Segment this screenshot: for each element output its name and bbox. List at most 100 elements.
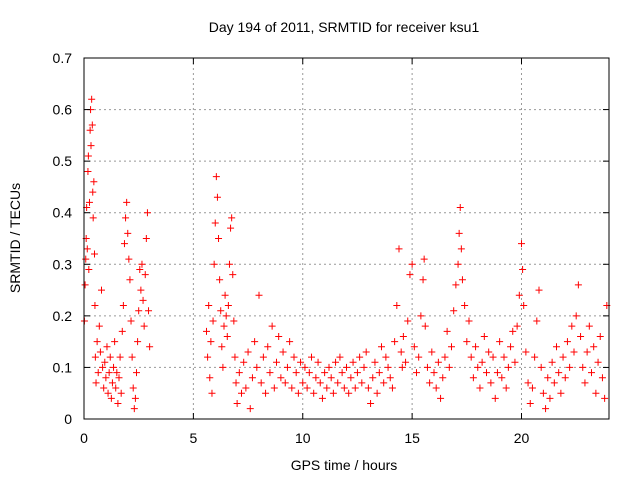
data-point [117,389,125,397]
data-point [445,363,453,371]
data-point [323,384,331,392]
chart-title: Day 194 of 2011, SRMTID for receiver ksu… [209,19,480,35]
data-point [82,255,90,263]
data-point [89,214,97,222]
data-point [437,394,445,402]
data-point [136,265,144,273]
data-point [299,379,307,387]
data-point [218,343,226,351]
data-point [332,358,340,366]
data-point [231,353,239,361]
data-point [223,332,231,340]
data-point [590,343,598,351]
data-point [371,358,379,366]
data-point [544,374,552,382]
data-point [116,353,124,361]
data-point [130,405,138,413]
y-tick-label: 0.5 [53,153,73,169]
data-point [100,384,108,392]
data-point [89,188,97,196]
data-point [395,245,403,253]
data-point [242,384,250,392]
data-point [502,384,510,392]
data-point [542,405,550,413]
data-point [577,332,585,340]
data-point [360,363,368,371]
data-point [485,348,493,356]
data-point [568,322,576,330]
data-point [88,95,96,103]
data-point [432,384,440,392]
data-point [526,400,534,408]
data-point [511,358,519,366]
data-point [240,358,248,366]
data-point [420,255,428,263]
data-point [566,363,574,371]
data-point [364,384,372,392]
data-point [524,379,532,387]
data-point [369,374,377,382]
data-point [99,363,107,371]
data-point [415,353,423,361]
data-point [137,286,145,294]
data-point [279,348,287,356]
data-point [507,343,515,351]
data-point [448,343,455,351]
data-point [456,204,464,212]
data-point [588,369,595,377]
data-point [454,260,462,268]
data-point [85,198,93,206]
data-point [340,384,348,392]
data-point [399,332,407,340]
data-point [461,302,469,310]
data-point [219,363,227,371]
data-point [487,379,495,387]
data-point [574,281,582,289]
data-point [303,384,311,392]
data-point [423,363,431,371]
data-point [228,214,236,222]
plot-frame [83,57,610,420]
data-point [353,369,361,377]
data-point [531,353,539,361]
data-point [457,245,465,253]
data-point [140,322,148,330]
data-point [101,358,109,366]
data-point [539,389,547,397]
data-point [384,363,392,371]
data-point [266,369,274,377]
data-point [84,167,92,175]
data-point [81,281,89,289]
data-point [215,235,223,242]
data-point [334,379,342,387]
data-point [388,384,396,392]
data-point [110,363,118,371]
data-point [557,389,565,397]
data-point [338,369,346,377]
y-tick-label: 0.3 [53,256,73,272]
data-point [345,389,353,397]
data-point [472,343,480,351]
data-point [430,369,438,377]
data-point [292,369,300,377]
data-point [105,369,113,377]
data-point [489,353,497,361]
data-point [397,348,405,356]
data-point [93,338,101,346]
data-point [230,317,238,325]
data-point [413,369,420,377]
data-point [533,317,541,325]
data-point [94,369,102,377]
data-point [410,343,418,351]
data-point [128,353,136,361]
data-point [426,379,434,387]
data-point [316,379,324,387]
data-point [498,374,506,382]
data-point [112,384,120,392]
data-point [465,317,473,325]
data-point [321,369,329,377]
data-point [205,302,213,310]
data-point [417,312,425,320]
data-point [264,343,272,351]
